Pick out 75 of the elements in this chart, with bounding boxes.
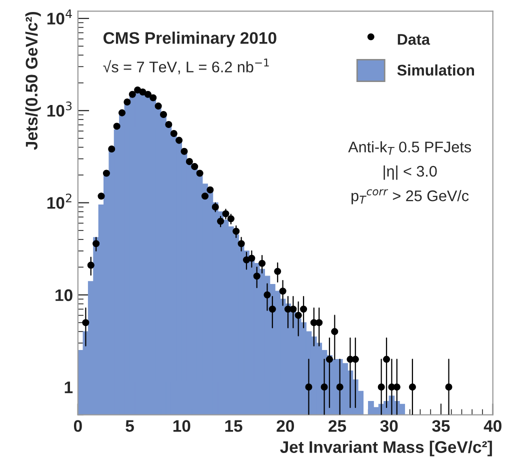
y-tick-label: 10 [56,289,72,302]
point [408,384,416,391]
point [186,158,193,166]
y-tick-label: 10$^{2}$ [47,194,72,209]
point [305,384,312,391]
x-tick-label: 15 [225,420,242,432]
point [160,110,168,118]
x-tick-label: 35 [432,420,450,432]
point [170,130,178,138]
annotation: Anti-k$_{T}$ 0.5 PFJets [348,141,472,155]
x-tick-label: 0 [74,420,82,432]
point [336,384,344,391]
x-axis-title: Jet Invariant Mass [GeV/c²] [280,440,492,456]
point [92,240,100,248]
x-tick-label: 25 [328,420,346,432]
point [206,186,214,194]
point [82,319,90,326]
point [180,148,188,155]
text: CMS Preliminary 2010 [104,32,276,48]
point [118,109,126,116]
point [201,192,209,200]
x-tick-label: 30 [380,420,398,432]
point [274,268,282,275]
annotation: |η| < 3.0 [384,165,437,180]
point [264,291,271,298]
legend-label: Simulation [397,64,474,76]
legend-label: Data [398,34,430,45]
point [87,262,94,269]
point [300,306,308,313]
point [253,272,260,280]
point [331,328,338,336]
point [320,384,328,391]
point [258,260,266,267]
point [124,98,131,106]
x-tick-label: 5 [126,420,134,432]
point [383,356,390,363]
point [154,102,162,110]
point [248,254,256,262]
point [238,240,245,248]
point [279,288,286,295]
annotation: √s = 7 TeV, L = 6.2 nb$^{−1}$ [103,58,269,74]
annotation: p$_{T}$$^{corr}$ > 25 GeV/c [352,189,469,204]
y-axis-title: Jets/(0.50 GeV/c²) [25,12,41,150]
x-tick-label: 40 [484,420,502,432]
point [196,170,204,177]
y-tick-label: 10$^{3}$ [47,101,72,117]
point [108,145,116,153]
point [144,90,152,98]
point [393,384,400,391]
point [222,210,230,218]
y-tick-label: 1 [64,382,73,394]
point [128,90,136,98]
point [191,163,198,170]
x-tick-label: 10 [173,420,190,432]
point [98,192,105,200]
point [326,356,333,363]
point [316,319,323,326]
point [227,215,234,222]
point [165,120,172,128]
point [445,384,452,391]
point [150,94,157,102]
y-tick-label: 10$^{4}$ [47,9,72,25]
point [113,122,120,130]
point [378,384,385,391]
x-tick-label: 20 [276,420,294,432]
point [134,86,142,94]
point [217,218,224,225]
point [212,203,219,210]
point [102,170,110,177]
point [290,306,297,313]
point [352,356,359,363]
point [232,228,240,235]
point [268,306,276,313]
point [294,312,302,319]
point [176,136,183,144]
